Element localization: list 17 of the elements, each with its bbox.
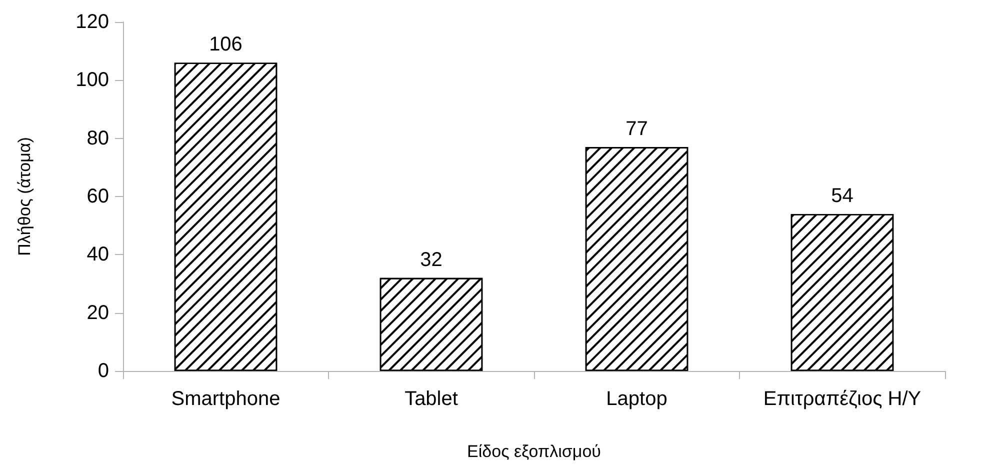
y-axis-title: Πλήθος (άτομα)	[15, 137, 34, 256]
y-tick-label: 0	[98, 360, 109, 382]
x-axis-title: Είδος εξοπλισμού	[467, 442, 601, 461]
data-label: 77	[626, 118, 648, 140]
y-tick-label: 60	[86, 186, 109, 208]
y-tick-label: 20	[86, 302, 109, 324]
y-tick-label: 120	[76, 11, 109, 33]
y-tick-label: 40	[86, 244, 109, 266]
y-tick-label: 80	[86, 127, 109, 150]
x-tick-label: Tablet	[404, 388, 458, 410]
data-label: 54	[831, 184, 854, 207]
y-tick-label: 100	[76, 69, 109, 92]
x-tick-label: Laptop	[606, 388, 668, 410]
x-tick-label: Επιτραπέζιος Η/Υ	[763, 388, 922, 410]
data-label: 106	[209, 34, 242, 56]
x-tick-label: Smartphone	[171, 388, 280, 410]
data-label: 32	[420, 248, 442, 271]
